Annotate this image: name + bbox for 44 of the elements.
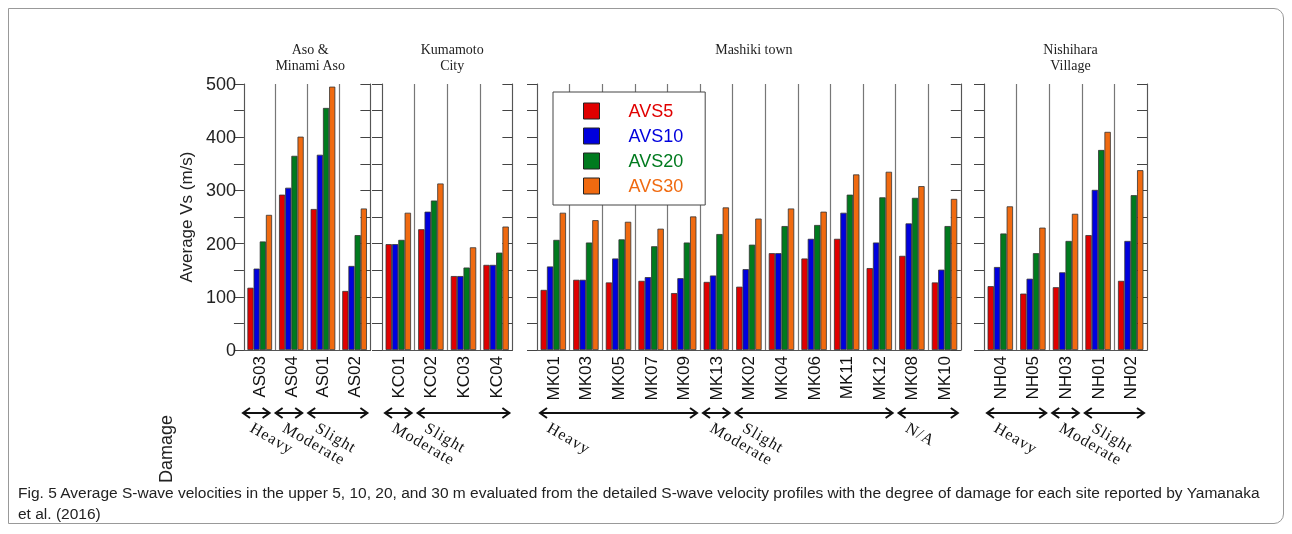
legend-label: AVS30 <box>628 176 684 196</box>
x-tick-label: NH05 <box>1023 356 1043 400</box>
x-tick-label: MK13 <box>706 356 726 401</box>
x-tick-label: MK10 <box>935 356 954 401</box>
y-tick-label: 500 <box>205 74 236 94</box>
x-tick-label: MK12 <box>869 356 889 401</box>
chart-title: Kumamoto City <box>420 41 484 73</box>
x-tick-label: MK07 <box>641 356 661 401</box>
caption: Fig. 5 Average S-wave velocities in the upper 5, 10, 20, and 30 m evaluated from the detailed S-wave velocity profiles with the degree of damage for each site reported by Yamanaka et al. (2016) <box>18 483 1261 524</box>
x-tick-label: KC01 <box>388 356 408 399</box>
legend-label: AVS20 <box>628 151 684 171</box>
x-tick-label: KC03 <box>454 356 473 399</box>
x-tick-label: AS02 <box>345 356 365 398</box>
x-tick-label: MK11 <box>837 356 857 400</box>
x-tick-label: MK09 <box>674 356 694 401</box>
y-tick-label: 300 <box>205 180 236 201</box>
x-tick-label: KC04 <box>486 356 506 399</box>
legend-label: AVS10 <box>628 126 684 146</box>
y-tick-label: 400 <box>205 127 236 148</box>
y-tick-label: 200 <box>205 233 236 254</box>
y-axis-title: Average Vs (m/s) <box>177 151 196 283</box>
chart-title: Nishihara Village <box>1043 41 1099 73</box>
x-tick-label: NH04 <box>990 356 1010 400</box>
text: N/A <box>903 418 939 449</box>
x-tick-label: MK02 <box>739 356 759 401</box>
chart-title: Mashiki town <box>715 41 793 57</box>
x-tick-label: AS01 <box>313 356 333 398</box>
y-tick-label: 0 <box>225 340 236 360</box>
x-tick-label: MK01 <box>543 356 563 401</box>
x-tick-label: KC02 <box>421 356 441 399</box>
x-tick-label: AS04 <box>281 356 301 398</box>
x-tick-label: MK05 <box>609 356 628 401</box>
x-tick-label: NH01 <box>1088 356 1108 400</box>
x-tick-label: NH02 <box>1121 356 1141 400</box>
y-tick-label: 100 <box>205 286 236 307</box>
x-tick-label: NH03 <box>1056 356 1075 400</box>
x-tick-label: MK06 <box>804 356 824 401</box>
x-tick-label: AS03 <box>250 356 270 398</box>
chart-title: Aso & Minami Aso <box>275 41 346 73</box>
legend-label: AVS5 <box>628 101 674 121</box>
text: Damage <box>156 414 177 483</box>
x-tick-label: MK03 <box>576 356 596 401</box>
x-tick-label: MK04 <box>772 356 791 401</box>
x-tick-label: MK08 <box>902 356 922 401</box>
